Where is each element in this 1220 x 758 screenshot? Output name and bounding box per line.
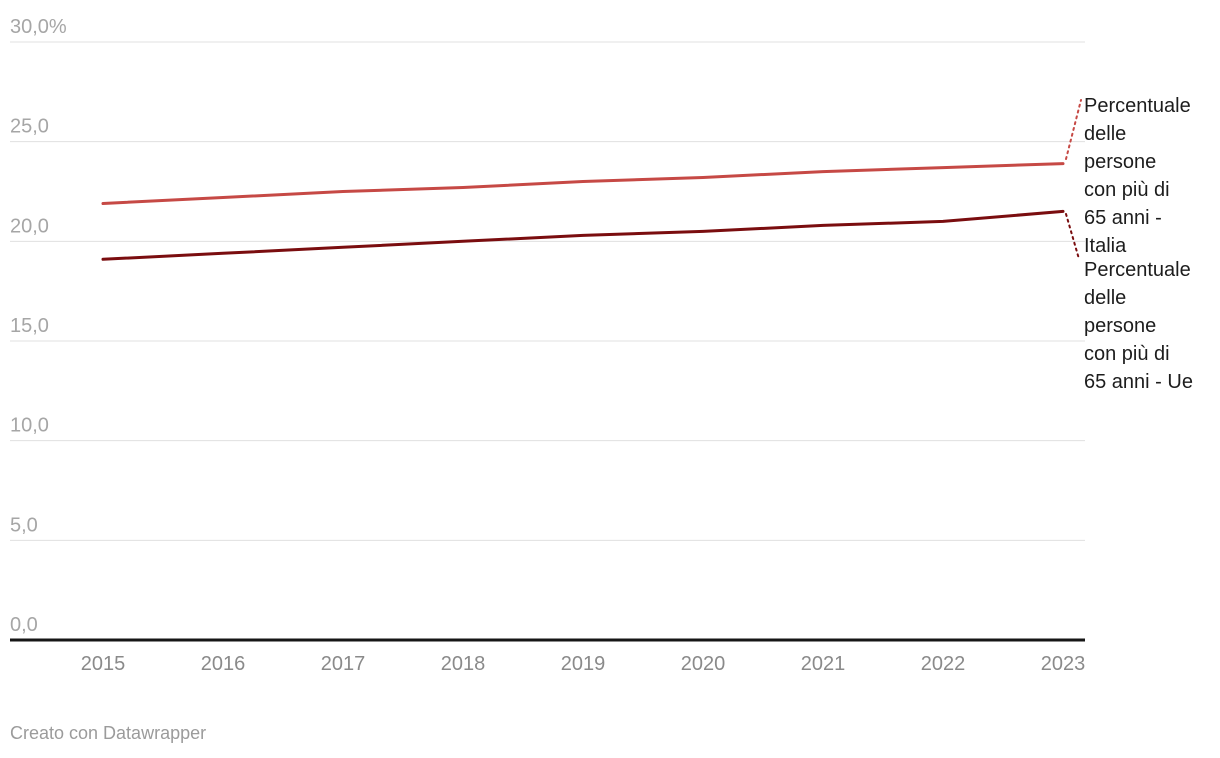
leader-line-italia <box>1065 99 1082 160</box>
series-label-line: delle <box>1084 123 1127 145</box>
series-label-line: Percentuale <box>1084 259 1191 281</box>
gridlines <box>10 41 1085 541</box>
y-tick-label: 0,0 <box>10 614 38 636</box>
series-label-italia: Percentuale delle persone con più di 65 anni… <box>1084 92 1220 260</box>
series-label-line: 65 anni - Ue <box>1084 371 1193 393</box>
series-line-ue <box>101 209 1065 261</box>
series-label-line: 65 anni - <box>1084 207 1162 229</box>
series-label-line: con più di <box>1084 343 1170 365</box>
x-axis-tick-labels: 2015 2016 2017 2018 2019 2020 2021 2022 2023 <box>81 653 1086 675</box>
datawrapper-credit: Creato con Datawrapper <box>10 723 207 743</box>
series-label-line: Percentuale <box>1084 95 1191 117</box>
series-label-line: delle <box>1084 287 1127 309</box>
series-label-ue: Percentuale delle persone con più di 65 anni… <box>1084 256 1220 396</box>
y-tick-label: 20,0 <box>10 215 49 237</box>
label-leader-lines <box>1065 99 1082 260</box>
y-tick-label: 30,0% <box>10 16 67 38</box>
x-tick-label: 2021 <box>801 653 846 675</box>
line-chart: 30,0% 25,0 20,0 15,0 10,0 5,0 0,0 2015 2016 2017… <box>10 16 1086 675</box>
y-axis-tick-labels: 30,0% 25,0 20,0 15,0 10,0 5,0 0,0 <box>10 16 67 636</box>
series-label-line: Italia <box>1084 235 1127 257</box>
series-label-line: persone <box>1084 315 1157 337</box>
x-tick-label: 2019 <box>561 653 606 675</box>
series-line-italia <box>101 162 1065 205</box>
x-tick-label: 2020 <box>681 653 726 675</box>
y-tick-label: 10,0 <box>10 415 49 437</box>
x-tick-label: 2015 <box>81 653 126 675</box>
x-tick-label: 2023 <box>1041 653 1086 675</box>
y-tick-label: 15,0 <box>10 315 49 337</box>
x-tick-label: 2018 <box>441 653 486 675</box>
x-tick-label: 2016 <box>201 653 246 675</box>
leader-line-ue <box>1065 213 1080 260</box>
x-tick-label: 2017 <box>321 653 366 675</box>
series-label-line: persone <box>1084 151 1157 173</box>
data-series-lines <box>101 162 1065 261</box>
y-tick-label: 25,0 <box>10 116 49 138</box>
y-tick-label: 5,0 <box>10 514 38 536</box>
x-tick-label: 2022 <box>921 653 966 675</box>
series-label-line: con più di <box>1084 179 1170 201</box>
